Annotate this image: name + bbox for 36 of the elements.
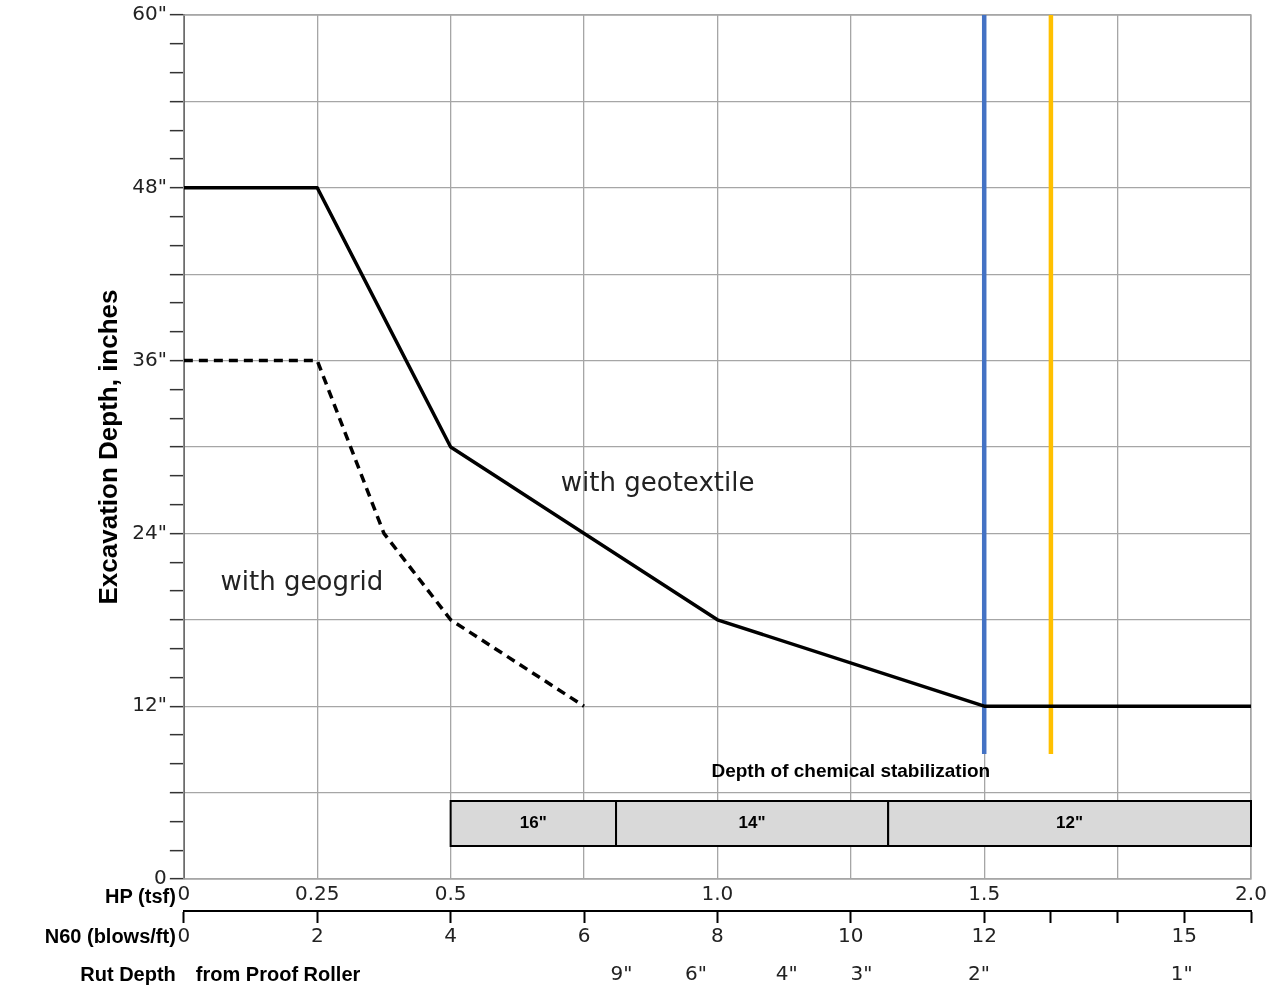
text: 1" xyxy=(1170,961,1193,986)
text: 3" xyxy=(850,961,873,986)
text: 9" xyxy=(610,961,633,986)
x2-tick-label: 4 xyxy=(444,923,457,948)
band-label: 14" xyxy=(738,813,766,833)
x2-tick-label: 6 xyxy=(577,923,591,948)
series-label: with geogrid xyxy=(220,566,384,597)
text: 4" xyxy=(775,961,798,986)
x-tick-label: 1.5 xyxy=(968,881,1001,906)
x2-axis-title: N60 (blows/ft) xyxy=(44,924,176,947)
y-axis-title: Excavation Depth, inches xyxy=(92,289,123,605)
band-label: 12" xyxy=(1056,813,1084,833)
x2-tick-label: 8 xyxy=(711,923,724,948)
x-tick-label: 0.25 xyxy=(294,881,340,906)
y-tick-label: 60" xyxy=(132,1,167,26)
x2-tick-label: 10 xyxy=(838,923,864,948)
y-tick-label: 12" xyxy=(132,692,167,717)
x-tick-label: 1.0 xyxy=(701,881,734,906)
text: Rut Depth xyxy=(80,962,176,985)
y-tick-label: 24" xyxy=(132,519,167,544)
y-tick-label: 48" xyxy=(132,174,167,198)
x-tick-label: 0 xyxy=(177,881,191,906)
x-tick-label: 2.0 xyxy=(1235,881,1267,906)
x2-tick-label: 2 xyxy=(310,923,324,948)
series-label: with geotextile xyxy=(560,466,755,497)
x2-tick-label: 15 xyxy=(1171,923,1198,948)
x2-tick-label: 0 xyxy=(177,923,191,948)
text: 2" xyxy=(967,961,990,986)
x2-tick-label: 12 xyxy=(971,923,997,948)
band-label: 16" xyxy=(519,813,547,833)
annotation: Depth of chemical stabilization xyxy=(711,760,991,782)
x-axis-title: HP (tsf) xyxy=(105,884,176,907)
y-tick-label: 36" xyxy=(132,346,167,371)
x-tick-label: 0.5 xyxy=(434,881,467,906)
text: from Proof Roller xyxy=(195,962,361,985)
text: 6" xyxy=(685,961,708,986)
